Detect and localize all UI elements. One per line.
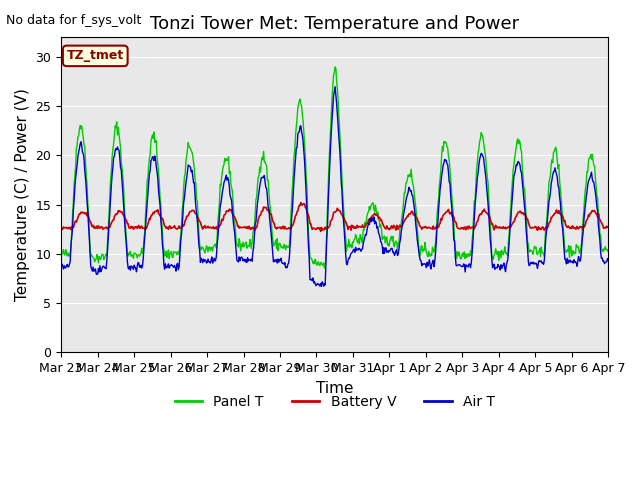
Panel T [67, 243, 75, 249]
Battery V [604, 224, 612, 230]
Battery V [67, 227, 75, 232]
Air T [58, 262, 65, 268]
Text: TZ_tmet: TZ_tmet [67, 49, 124, 62]
Battery V [124, 221, 131, 227]
Battery V [317, 228, 324, 234]
Air T [419, 261, 426, 266]
Air T [604, 257, 612, 263]
Panel T [403, 180, 410, 185]
Title: Tonzi Tower Met: Temperature and Power: Tonzi Tower Met: Temperature and Power [150, 15, 519, 33]
Text: No data for f_sys_volt: No data for f_sys_volt [6, 14, 142, 27]
Air T [332, 84, 339, 90]
X-axis label: Time: Time [316, 381, 353, 396]
Battery V [208, 225, 216, 231]
Panel T [321, 265, 328, 271]
Battery V [58, 225, 65, 230]
Battery V [297, 200, 305, 205]
Panel T [208, 245, 216, 251]
Battery V [419, 225, 426, 230]
Line: Panel T: Panel T [61, 67, 608, 268]
Panel T [124, 251, 131, 256]
Line: Battery V: Battery V [61, 203, 608, 231]
Battery V [179, 222, 187, 228]
Y-axis label: Temperature (C) / Power (V): Temperature (C) / Power (V) [15, 88, 30, 301]
Legend: Panel T, Battery V, Air T: Panel T, Battery V, Air T [169, 389, 500, 415]
Line: Air T: Air T [61, 87, 608, 286]
Air T [403, 194, 410, 200]
Air T [208, 254, 216, 260]
Air T [179, 212, 187, 218]
Panel T [332, 64, 339, 70]
Air T [67, 241, 75, 247]
Panel T [58, 250, 65, 255]
Panel T [604, 247, 612, 253]
Battery V [403, 215, 410, 221]
Panel T [179, 201, 187, 207]
Air T [317, 283, 325, 289]
Air T [124, 258, 131, 264]
Panel T [419, 249, 426, 254]
